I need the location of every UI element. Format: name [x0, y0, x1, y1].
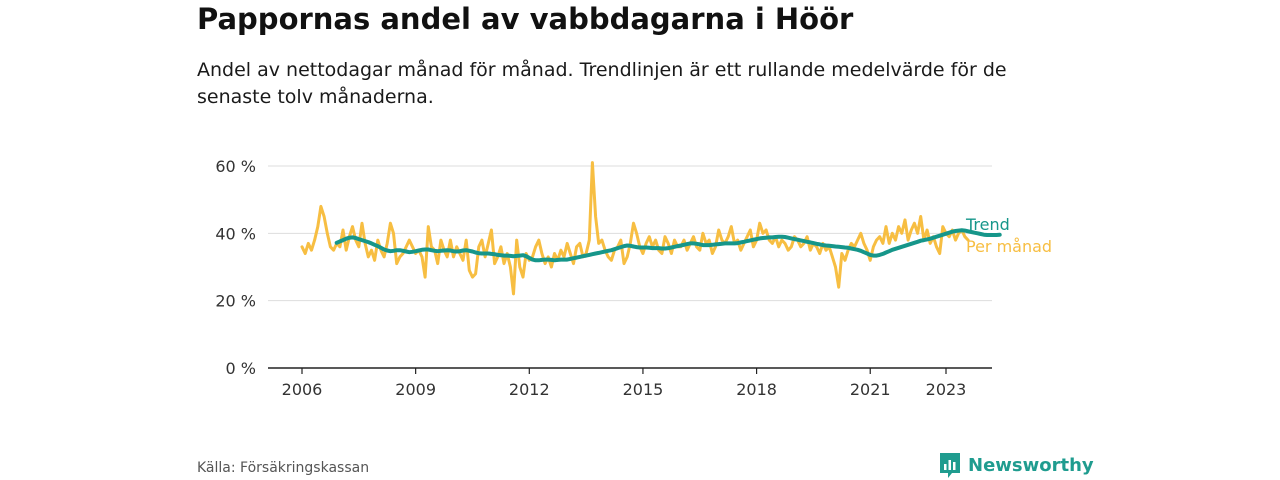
series-label-trend: Trend — [965, 215, 1010, 234]
series-line-trend — [334, 228, 1002, 263]
newsworthy-bar-chart-icon — [940, 453, 960, 478]
x-tick-label: 2009 — [395, 380, 436, 399]
x-tick-label: 2015 — [623, 380, 664, 399]
x-tick-label: 2021 — [850, 380, 891, 399]
y-tick-label: 60 % — [215, 157, 256, 176]
y-tick-label: 40 % — [215, 224, 256, 243]
x-tick-label: 2018 — [736, 380, 777, 399]
brand-name: Newsworthy — [968, 454, 1094, 476]
series-line-monthly — [300, 161, 970, 296]
source-note: Källa: Försäkringskassan — [197, 460, 370, 476]
series-label-monthly: Per månad — [966, 237, 1052, 256]
y-tick-label: 20 % — [215, 292, 256, 311]
series-labels: Trend Per månad — [965, 215, 1052, 256]
y-tick-label: 0 % — [226, 359, 256, 378]
chart-subtitle: Andel av nettodagar månad för månad. Tre… — [197, 59, 1007, 108]
axes: 0 % 20 % 40 % 60 % 2006 2009 2012 2015 2018 2021 2… — [215, 157, 992, 399]
series — [300, 161, 1002, 296]
brand-logo: Newsworthy — [938, 451, 1094, 479]
x-tick-label: 2023 — [926, 380, 967, 399]
x-tick-label: 2006 — [282, 380, 323, 399]
chart-title: Pappornas andel av vabbdagarna i Höör — [197, 2, 854, 36]
x-tick-label: 2012 — [509, 380, 550, 399]
